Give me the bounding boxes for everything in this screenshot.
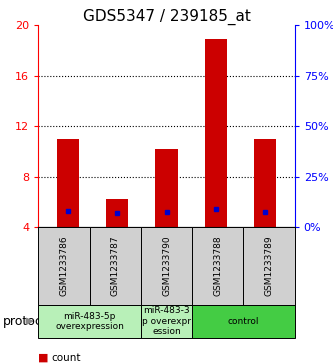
Bar — [106, 199, 128, 227]
Text: miR-483-5p
overexpression: miR-483-5p overexpression — [55, 311, 124, 331]
Text: miR-483-3
p overexpr
ession: miR-483-3 p overexpr ession — [142, 306, 191, 336]
Text: control: control — [228, 317, 259, 326]
Text: ■: ■ — [38, 352, 49, 363]
Bar — [205, 39, 227, 227]
Text: GSM1233789: GSM1233789 — [264, 236, 274, 296]
Text: GDS5347 / 239185_at: GDS5347 / 239185_at — [83, 9, 250, 25]
Bar — [156, 149, 177, 227]
Text: GSM1233788: GSM1233788 — [213, 236, 222, 296]
Text: GSM1233790: GSM1233790 — [162, 236, 171, 296]
Text: count: count — [52, 352, 81, 363]
Bar — [254, 139, 276, 227]
Text: GSM1233787: GSM1233787 — [111, 236, 120, 296]
Bar — [57, 139, 79, 227]
Text: GSM1233786: GSM1233786 — [59, 236, 69, 296]
Text: protocol: protocol — [3, 315, 54, 328]
